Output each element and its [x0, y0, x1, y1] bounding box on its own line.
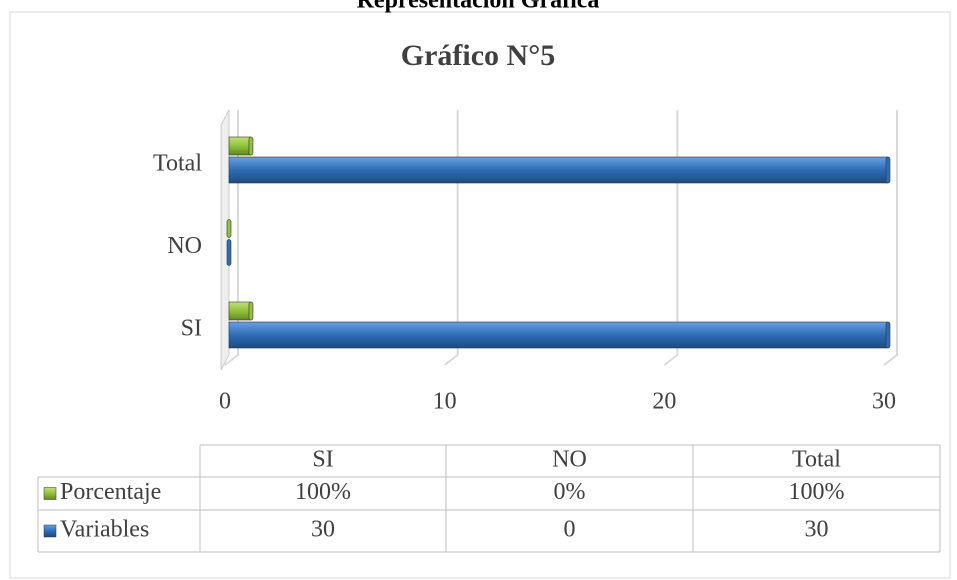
table-cell: 0 — [564, 517, 576, 543]
bar — [228, 156, 889, 184]
bar-cap — [248, 301, 254, 321]
bar-cap — [226, 219, 232, 238]
x-tick-label: 0 — [219, 389, 231, 415]
table-cell: 100% — [295, 479, 351, 505]
axis-wall — [220, 109, 230, 371]
legend-label: Porcentaje — [60, 479, 161, 505]
bar — [228, 301, 252, 321]
chart-title: Gráfico N°5 — [401, 39, 555, 72]
legend-key — [43, 524, 57, 538]
bar-cap — [885, 156, 891, 184]
x-tick-label: 10 — [433, 389, 457, 415]
table-lines — [37, 444, 941, 553]
bar-cap — [885, 321, 891, 349]
grid-line — [444, 110, 459, 366]
table-cell: 30 — [805, 517, 829, 543]
table-cell: 0% — [554, 479, 586, 505]
legend-key — [43, 487, 57, 500]
legend-label: Variables — [60, 517, 149, 543]
x-tick-label: 30 — [872, 389, 896, 415]
chart-border — [9, 11, 951, 579]
table-header: Total — [792, 447, 841, 473]
grid-line — [883, 110, 898, 366]
table-cell: 100% — [789, 479, 845, 505]
bar — [228, 136, 252, 156]
table-header: NO — [552, 447, 587, 473]
x-tick-label: 20 — [652, 389, 676, 415]
grid-line — [663, 110, 679, 366]
table-header: SI — [312, 447, 333, 473]
bar-cap — [248, 136, 254, 156]
grid-line — [224, 110, 239, 366]
table-cell: 30 — [311, 517, 335, 543]
y-tick-label: NO — [167, 233, 202, 259]
heading: Representación Gráfica — [357, 0, 600, 14]
y-tick-label: Total — [153, 151, 202, 177]
y-tick-label: SI — [181, 316, 202, 342]
bar-cap — [226, 239, 232, 266]
bar — [228, 321, 889, 349]
